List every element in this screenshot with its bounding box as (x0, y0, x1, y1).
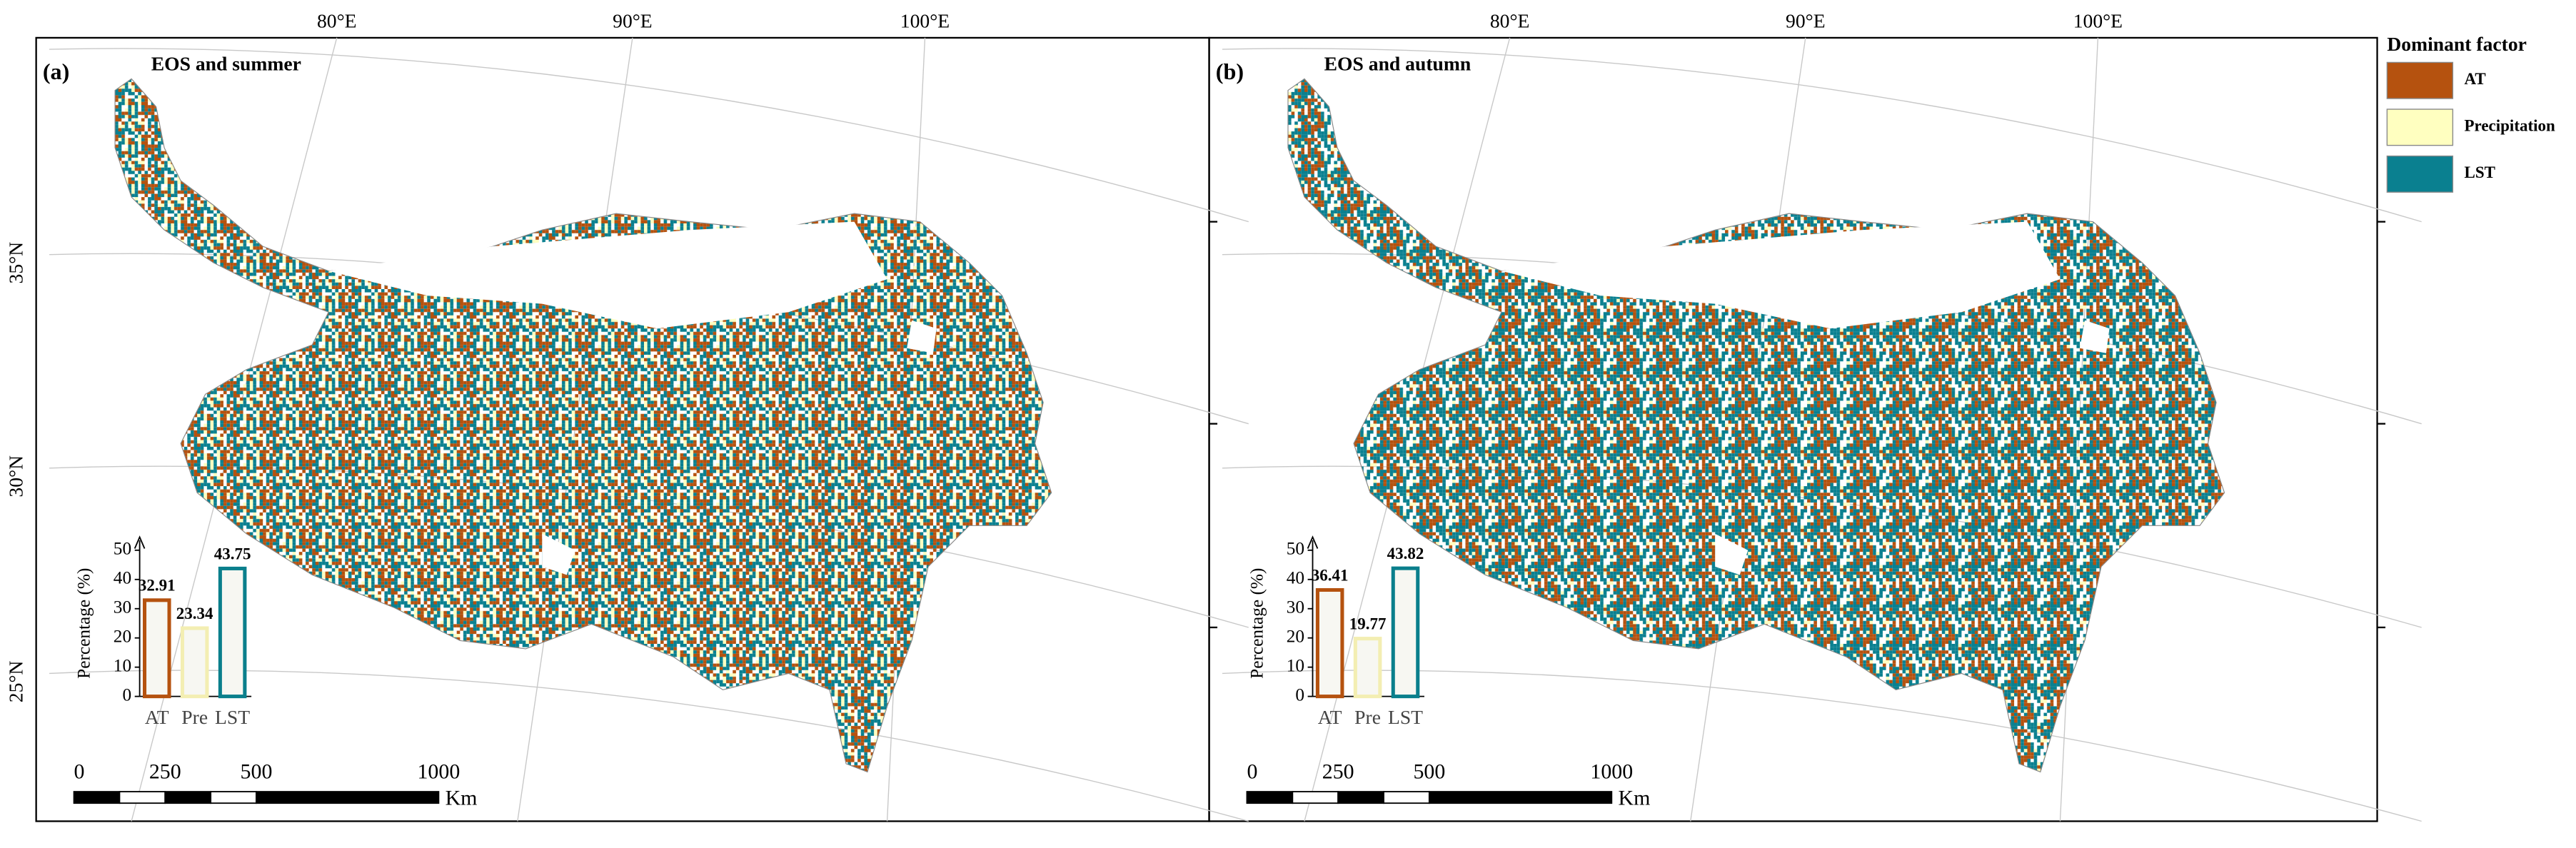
panel-title: EOS and autumn (1324, 52, 1471, 74)
y-tick-label: 20 (1287, 627, 1304, 647)
scale-label: 1000 (1590, 760, 1633, 784)
plateau (1287, 78, 2225, 773)
graticule (1222, 48, 2422, 223)
x-tick-label: Pre (1354, 706, 1381, 728)
lon-label: 100°E (900, 10, 950, 32)
bar (1315, 587, 1344, 699)
legend-swatch (2386, 155, 2454, 193)
lon-label: 80°E (317, 10, 357, 32)
value-label: 23.34 (176, 605, 213, 622)
x-tick-label: Pre (181, 706, 208, 728)
value-label: 43.75 (214, 545, 251, 562)
scale-segment (119, 791, 166, 804)
scale-label: 500 (1413, 760, 1445, 784)
lon-label: 90°E (1786, 10, 1826, 32)
scale-segment (1383, 791, 1430, 804)
lat-labels: 35°N 30°N 25°N (5, 242, 27, 702)
panel-label: (a) (43, 59, 70, 84)
bar (1353, 637, 1382, 699)
bar (180, 626, 209, 699)
scale-unit: Km (446, 786, 478, 809)
y-tick-label: 0 (1295, 685, 1304, 705)
legend: AT Precipitation LST (2386, 61, 2556, 193)
y-tick-label: 20 (114, 627, 131, 647)
no-data-area (907, 320, 937, 353)
scale-segment (73, 791, 121, 804)
scale-label: 1000 (417, 760, 460, 784)
y-axis-label: Percentage (%) (1247, 568, 1267, 679)
y-tick-label: 40 (1287, 568, 1304, 588)
no-data-area (328, 221, 887, 329)
panel-label: (b) (1216, 59, 1244, 84)
legend-label: Precipitation (2465, 117, 2556, 135)
map-panel: (a) EOS and summer 80°E 90°E 100°E 0 10 20 30 40 5… (43, 10, 1249, 822)
lon-label: 90°E (613, 10, 653, 32)
graticule (49, 48, 1249, 223)
x-tick-label: AT (145, 706, 169, 728)
scale-segment (210, 791, 257, 804)
y-tick-label: 10 (1287, 655, 1304, 675)
y-tick-label: 40 (114, 568, 131, 588)
axis-arrow (134, 535, 146, 549)
y-axis-label: Percentage (%) (74, 568, 94, 679)
scale-label: 500 (241, 760, 273, 784)
y-tick-label: 50 (114, 539, 131, 559)
legend-title: Dominant factor (2387, 33, 2527, 55)
scale-segment (1337, 791, 1384, 804)
panels: (a) EOS and summer 80°E 90°E 100°E 0 10 20 30 40 5… (43, 10, 2422, 822)
y-tick-label: 0 (122, 685, 131, 705)
scale-label: 250 (1322, 760, 1354, 784)
no-data-area (1715, 533, 1749, 575)
value-label: 36.41 (1312, 566, 1349, 584)
y-tick-label: 30 (1287, 597, 1304, 617)
value-label: 19.77 (1349, 615, 1387, 633)
map-panel: (b) EOS and autumn 80°E 90°E 100°E 0 10 20 30 40 5… (1216, 10, 2422, 822)
lat-label: 25°N (5, 661, 27, 703)
scale-label: 0 (1247, 760, 1257, 784)
scale-segment (164, 791, 212, 804)
axis-arrow (1307, 535, 1319, 549)
lat-label: 30°N (5, 455, 27, 498)
bar (218, 566, 247, 699)
legend-swatch (2386, 61, 2454, 99)
x-tick-label: LST (1388, 706, 1423, 728)
y-tick-label: 50 (1287, 539, 1304, 559)
value-label: 43.82 (1387, 545, 1424, 562)
legend-swatch (2386, 108, 2454, 146)
panel-title: EOS and summer (151, 52, 301, 74)
lat-label: 35°N (5, 242, 27, 284)
lon-label: 100°E (2073, 10, 2123, 32)
lon-label: 80°E (1490, 10, 1530, 32)
scale-segment (1428, 791, 1613, 804)
scale-label: 250 (149, 760, 181, 784)
no-data-area (542, 533, 575, 575)
x-tick-label: LST (215, 706, 250, 728)
x-tick-label: AT (1318, 706, 1342, 728)
scale-segment (256, 791, 440, 804)
value-label: 32.91 (139, 577, 176, 595)
bar (1391, 566, 1420, 699)
scale-segment (1292, 791, 1339, 804)
no-data-area (1501, 221, 2061, 329)
scale-unit: Km (1618, 786, 1650, 809)
scale-label: 0 (74, 760, 85, 784)
bar (142, 598, 171, 699)
y-tick-label: 10 (114, 655, 131, 675)
legend-label: LST (2465, 163, 2495, 181)
no-data-area (2080, 320, 2110, 353)
panel-frame (1208, 36, 2378, 822)
y-tick-label: 30 (114, 597, 131, 617)
plateau (114, 78, 1052, 773)
scale-segment (1246, 791, 1294, 804)
legend-label: AT (2465, 70, 2486, 88)
